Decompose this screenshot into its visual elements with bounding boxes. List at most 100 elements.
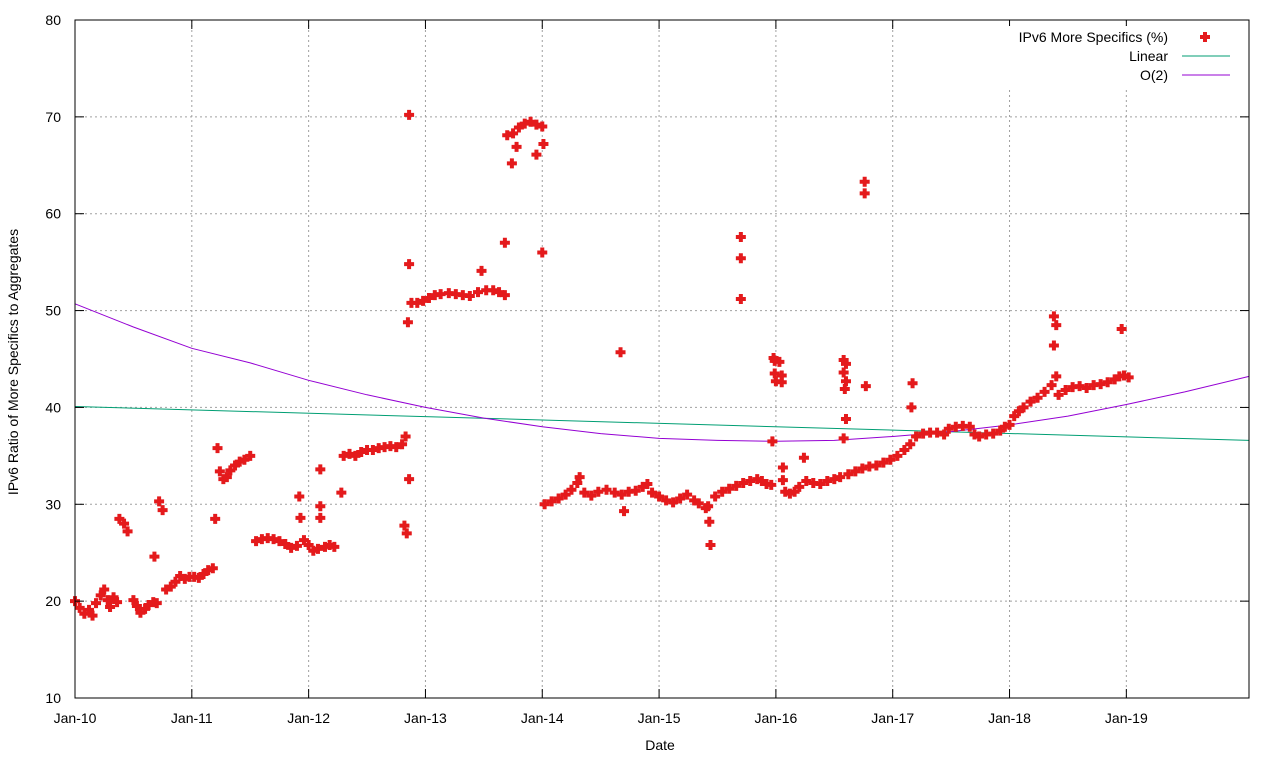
data-point bbox=[878, 457, 889, 468]
data-point bbox=[102, 595, 113, 606]
data-point bbox=[506, 158, 517, 169]
data-point bbox=[539, 499, 550, 510]
data-point bbox=[464, 291, 475, 302]
data-point bbox=[738, 477, 749, 488]
data-point bbox=[654, 491, 665, 502]
data-point bbox=[537, 247, 548, 258]
data-point bbox=[668, 497, 679, 508]
y-tick-labels: 10 20 30 40 50 60 70 80 bbox=[45, 12, 61, 706]
data-point bbox=[911, 431, 922, 442]
legend-label-linear: Linear bbox=[1129, 48, 1168, 64]
data-point bbox=[135, 607, 146, 618]
data-point bbox=[1051, 371, 1062, 382]
data-point bbox=[294, 491, 305, 502]
data-point bbox=[149, 551, 160, 562]
y-tick-label: 80 bbox=[45, 12, 61, 28]
x-axis-title: Date bbox=[645, 737, 675, 753]
linear-fit-line bbox=[74, 406, 1250, 441]
data-point bbox=[724, 483, 735, 494]
y-tick-label: 10 bbox=[45, 690, 61, 706]
data-point bbox=[91, 598, 102, 609]
data-point bbox=[1095, 379, 1106, 390]
data-point bbox=[95, 590, 106, 601]
data-point bbox=[531, 149, 542, 160]
data-point bbox=[513, 122, 524, 133]
data-point bbox=[601, 484, 612, 495]
data-point bbox=[735, 231, 746, 242]
data-point bbox=[619, 506, 630, 517]
data-point bbox=[735, 253, 746, 264]
legend-marker-points bbox=[1200, 32, 1210, 42]
data-point bbox=[291, 540, 302, 551]
data-point bbox=[99, 584, 110, 595]
quadratic-fit-line bbox=[74, 303, 1250, 442]
y-tick-label: 20 bbox=[45, 593, 61, 609]
data-point bbox=[84, 604, 95, 615]
data-point bbox=[964, 421, 975, 432]
data-point bbox=[1039, 386, 1050, 397]
data-point bbox=[957, 420, 968, 431]
data-point bbox=[710, 491, 721, 502]
data-point bbox=[338, 450, 349, 461]
data-point bbox=[225, 465, 236, 476]
data-point bbox=[245, 450, 256, 461]
data-point bbox=[566, 484, 577, 495]
data-point bbox=[840, 414, 851, 425]
data-point bbox=[105, 601, 116, 612]
data-point bbox=[406, 297, 417, 308]
x-tick-label: Jan-13 bbox=[404, 710, 447, 726]
data-point bbox=[1009, 411, 1020, 422]
data-point bbox=[579, 487, 590, 498]
data-point bbox=[429, 290, 440, 301]
data-point bbox=[731, 480, 742, 491]
data-point bbox=[703, 501, 714, 512]
data-point bbox=[356, 446, 367, 457]
data-point bbox=[925, 427, 936, 438]
data-point bbox=[630, 485, 641, 496]
data-point bbox=[1048, 340, 1059, 351]
data-point bbox=[251, 536, 262, 547]
data-point bbox=[939, 429, 950, 440]
data-point bbox=[1081, 383, 1092, 394]
data-point bbox=[859, 176, 870, 187]
y-tick-label: 60 bbox=[45, 206, 61, 222]
x-tick-labels: Jan-10 Jan-11 Jan-12 Jan-13 Jan-14 Jan-15 Jan-… bbox=[54, 710, 1148, 726]
data-point bbox=[857, 463, 868, 474]
data-point bbox=[995, 425, 1006, 436]
data-point bbox=[295, 512, 306, 523]
data-point bbox=[303, 539, 314, 550]
data-point bbox=[165, 581, 176, 592]
data-point bbox=[766, 479, 777, 490]
data-point bbox=[840, 376, 851, 387]
data-point bbox=[770, 376, 781, 387]
data-point bbox=[198, 569, 209, 580]
data-point bbox=[637, 481, 648, 492]
data-point bbox=[864, 461, 875, 472]
data-point bbox=[329, 541, 340, 552]
data-point bbox=[776, 370, 787, 381]
data-point bbox=[87, 610, 98, 621]
data-point bbox=[531, 119, 542, 130]
data-point bbox=[899, 445, 910, 456]
data-point bbox=[808, 477, 819, 488]
data-point bbox=[932, 427, 943, 438]
x-tick-label: Jan-14 bbox=[521, 710, 564, 726]
data-point bbox=[717, 486, 728, 497]
data-point bbox=[839, 384, 850, 395]
data-point bbox=[1048, 311, 1059, 322]
legend: IPv6 More Specifics (%) Linear O(2) bbox=[990, 26, 1238, 88]
x-tick-label: Jan-18 bbox=[988, 710, 1031, 726]
data-point bbox=[508, 128, 519, 139]
data-point bbox=[373, 443, 384, 454]
data-point bbox=[140, 603, 151, 614]
data-point bbox=[379, 442, 390, 453]
data-point bbox=[616, 489, 627, 500]
data-point bbox=[315, 501, 326, 512]
x-tick-label: Jan-19 bbox=[1105, 710, 1148, 726]
data-point bbox=[494, 287, 505, 298]
data-point bbox=[586, 490, 597, 501]
data-point bbox=[675, 493, 686, 504]
data-point bbox=[801, 476, 812, 487]
data-point bbox=[154, 496, 165, 507]
